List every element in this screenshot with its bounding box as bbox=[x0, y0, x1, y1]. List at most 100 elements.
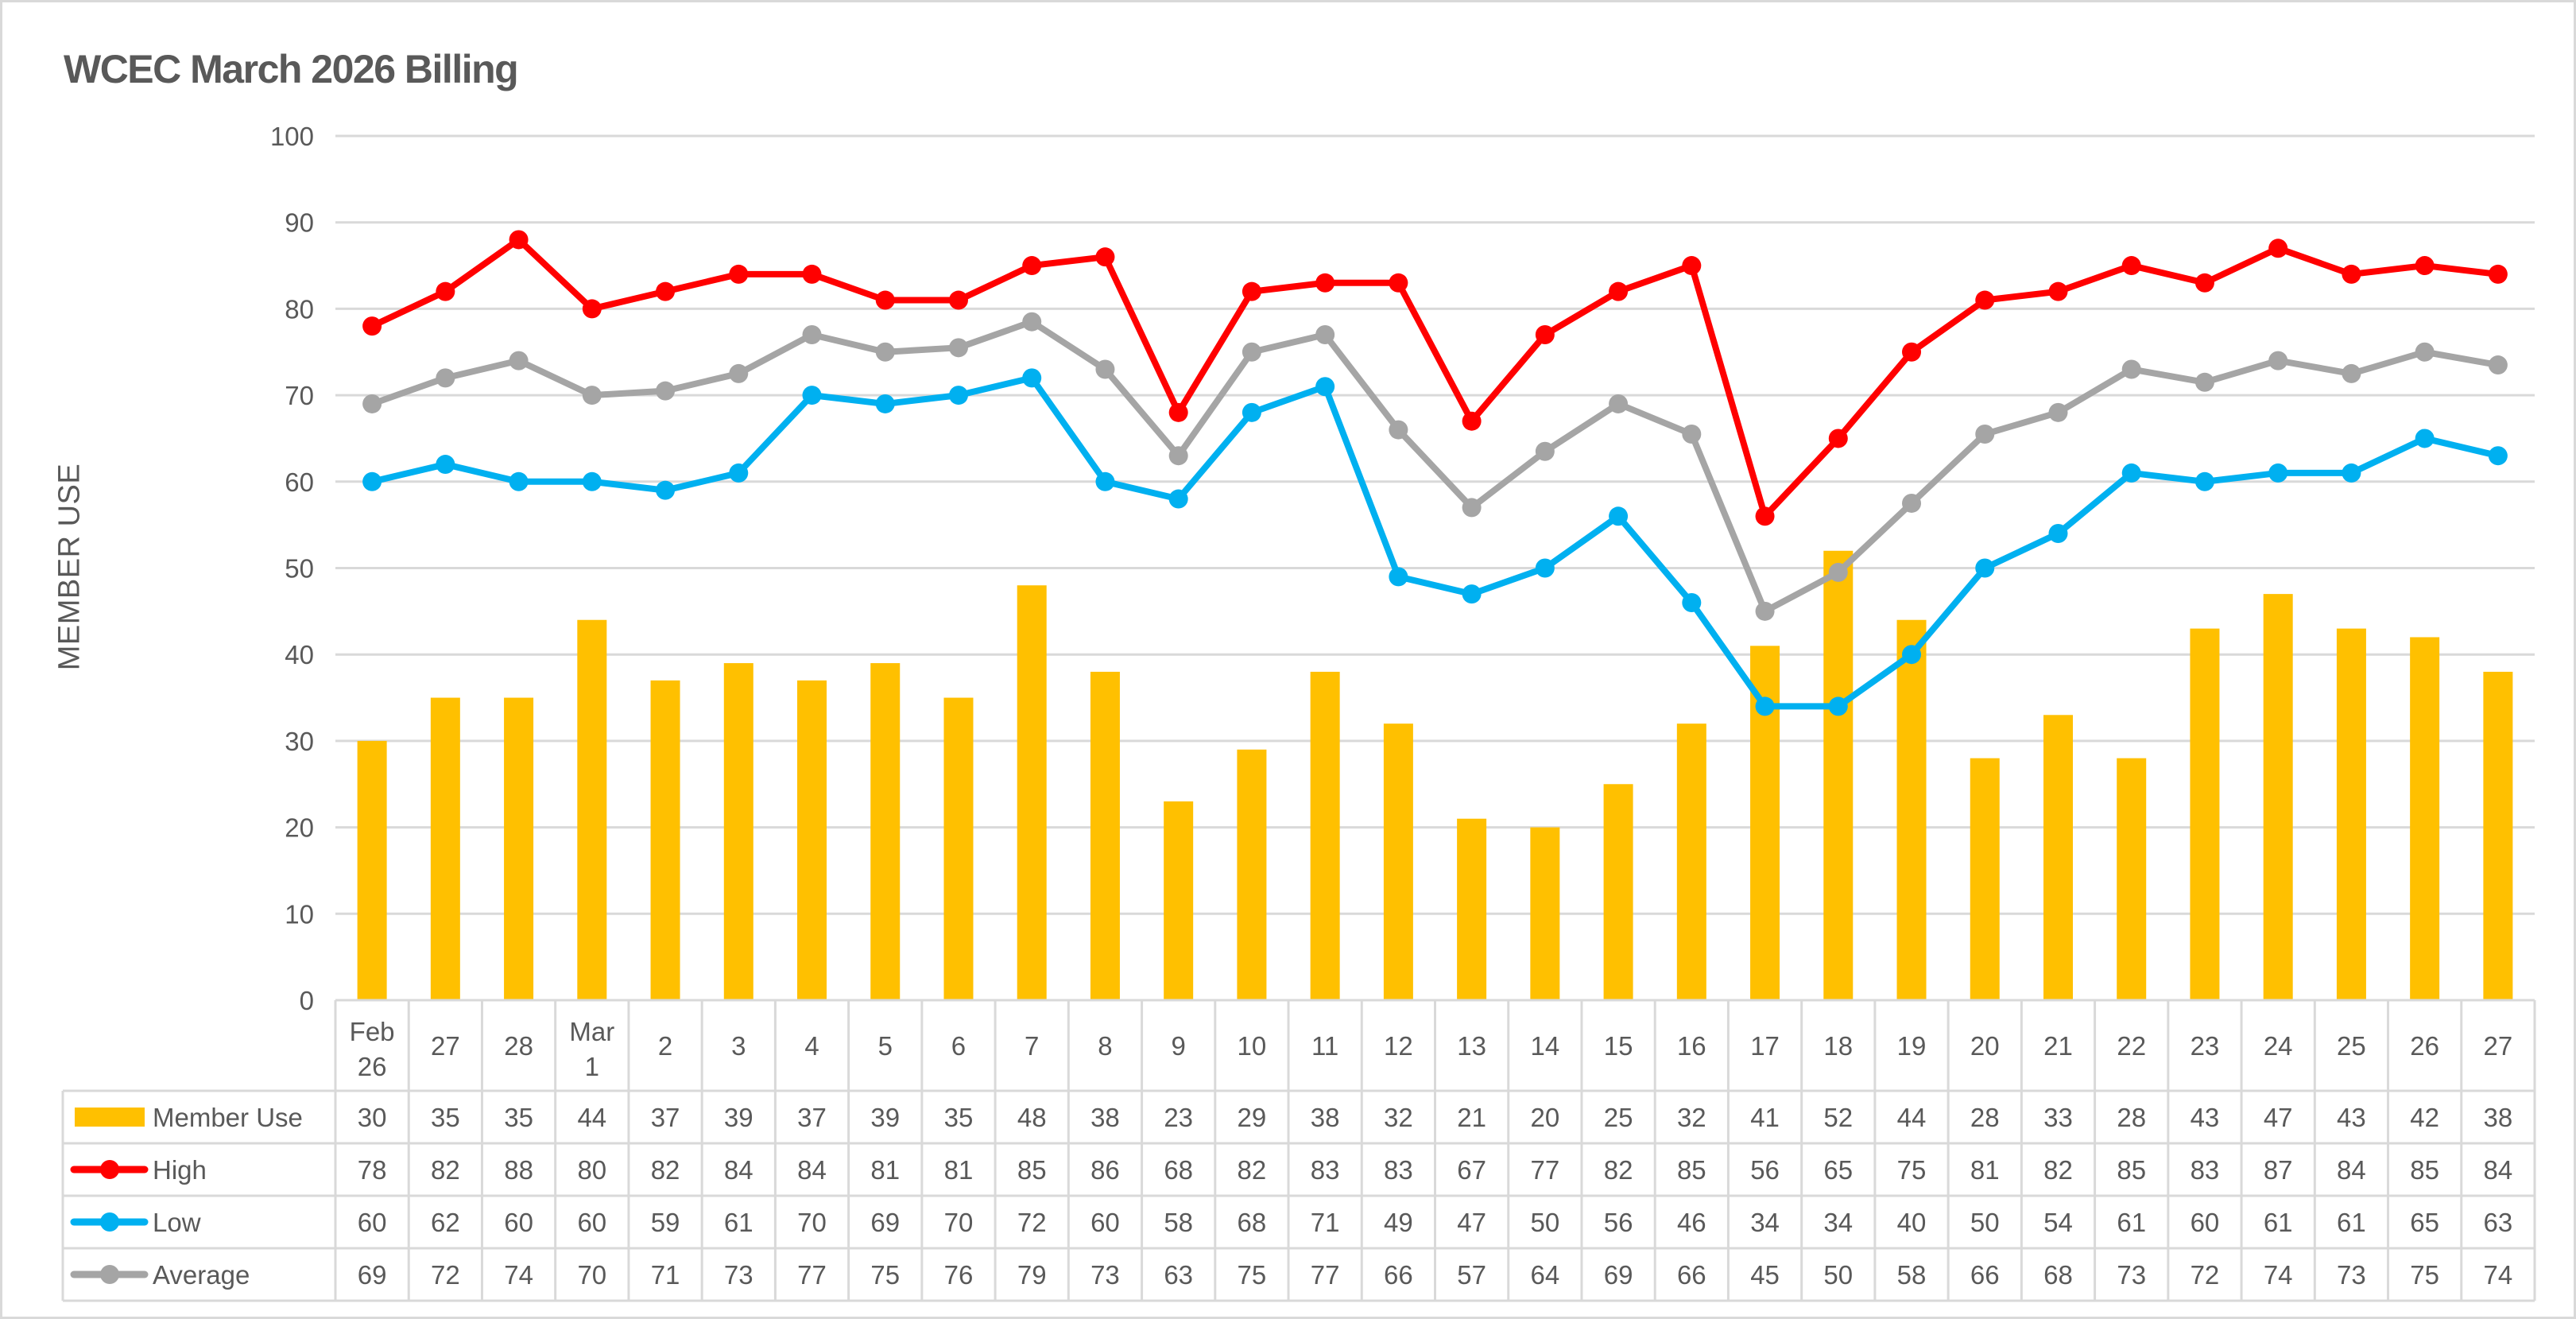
bar bbox=[357, 740, 387, 1000]
table-cell: 78 bbox=[358, 1155, 387, 1185]
x-category-label: 9 bbox=[1172, 1031, 1186, 1061]
table-cell: 63 bbox=[2484, 1208, 2513, 1237]
table-cell: 77 bbox=[1530, 1155, 1559, 1185]
x-category-label: 26 bbox=[358, 1052, 387, 1081]
table-cell: 66 bbox=[1384, 1260, 1413, 1290]
table-cell: 48 bbox=[1017, 1103, 1047, 1132]
bar bbox=[943, 697, 974, 1000]
table-cell: 58 bbox=[1897, 1260, 1927, 1290]
table-cell: 71 bbox=[1311, 1208, 1340, 1237]
table-cell: 49 bbox=[1384, 1208, 1413, 1237]
table-cell: 85 bbox=[1017, 1155, 1047, 1185]
data-point-marker bbox=[1095, 471, 1115, 491]
bar bbox=[1310, 671, 1340, 1000]
bar bbox=[577, 619, 607, 1000]
table-cell: 70 bbox=[797, 1208, 827, 1237]
table-cell: 83 bbox=[2191, 1155, 2220, 1185]
line-low bbox=[362, 368, 2508, 716]
table-cell: 37 bbox=[651, 1103, 680, 1132]
data-point-marker bbox=[1168, 446, 1188, 466]
table-cell: 43 bbox=[2191, 1103, 2220, 1132]
data-point-marker bbox=[1755, 506, 1775, 526]
data-point-marker bbox=[1755, 696, 1775, 716]
data-point-marker bbox=[2048, 524, 2068, 544]
data-point-marker bbox=[2342, 264, 2361, 284]
table-cell: 30 bbox=[358, 1103, 387, 1132]
table-cell: 61 bbox=[2117, 1208, 2146, 1237]
table-cell: 44 bbox=[1897, 1103, 1927, 1132]
table-cell: 70 bbox=[944, 1208, 974, 1237]
data-point-marker bbox=[2415, 342, 2435, 362]
table-cell: 69 bbox=[358, 1260, 387, 1290]
table-cell: 83 bbox=[1384, 1155, 1413, 1185]
x-category-label: 1 bbox=[585, 1052, 599, 1081]
data-point-marker bbox=[1168, 489, 1188, 509]
table-cell: 43 bbox=[2337, 1103, 2366, 1132]
data-point-marker bbox=[1902, 645, 1922, 665]
table-cell: 82 bbox=[431, 1155, 460, 1185]
x-category-label: Mar bbox=[569, 1017, 614, 1046]
data-point-marker bbox=[2121, 463, 2141, 483]
data-point-marker bbox=[1682, 592, 1702, 612]
data-point-marker bbox=[948, 338, 968, 358]
x-category-label: 23 bbox=[2191, 1031, 2220, 1061]
legend-label: High bbox=[153, 1155, 207, 1185]
table-cell: 73 bbox=[2117, 1260, 2146, 1290]
table-cell: 73 bbox=[724, 1260, 753, 1290]
data-point-marker bbox=[1462, 498, 1482, 518]
table-cell: 85 bbox=[1677, 1155, 1706, 1185]
table-cell: 61 bbox=[2337, 1208, 2366, 1237]
data-point-marker bbox=[656, 480, 676, 500]
table-cell: 65 bbox=[1823, 1155, 1853, 1185]
table-cell: 58 bbox=[1164, 1208, 1193, 1237]
x-category-label: 10 bbox=[1238, 1031, 1267, 1061]
data-point-marker bbox=[1022, 368, 1042, 388]
data-point-marker bbox=[362, 316, 382, 336]
table-cell: 21 bbox=[1457, 1103, 1486, 1132]
table-cell: 73 bbox=[1090, 1260, 1120, 1290]
table-cell: 87 bbox=[2264, 1155, 2293, 1185]
bar bbox=[2410, 637, 2440, 1000]
table-cell: 42 bbox=[2410, 1103, 2439, 1132]
data-point-marker bbox=[2048, 402, 2068, 422]
table-cell: 50 bbox=[1823, 1260, 1853, 1290]
table-cell: 34 bbox=[1823, 1208, 1853, 1237]
data-point-marker bbox=[656, 381, 676, 401]
y-tick-label: 70 bbox=[285, 381, 314, 410]
table-cell: 35 bbox=[431, 1103, 460, 1132]
table-cell: 47 bbox=[2264, 1103, 2293, 1132]
x-category-label: 24 bbox=[2264, 1031, 2293, 1061]
table-cell: 60 bbox=[504, 1208, 533, 1237]
table-cell: 25 bbox=[1604, 1103, 1633, 1132]
y-tick-label: 20 bbox=[285, 813, 314, 843]
data-point-marker bbox=[1755, 601, 1775, 621]
data-point-marker bbox=[1022, 256, 1042, 276]
table-cell: 56 bbox=[1750, 1155, 1780, 1185]
data-point-marker bbox=[2121, 359, 2141, 379]
table-cell: 85 bbox=[2117, 1155, 2146, 1185]
data-point-marker bbox=[1902, 493, 1922, 513]
table-cell: 60 bbox=[2191, 1208, 2220, 1237]
data-point-marker bbox=[436, 368, 455, 388]
x-category-label: 4 bbox=[804, 1031, 819, 1061]
bar bbox=[430, 697, 460, 1000]
data-point-marker bbox=[1902, 342, 1922, 362]
table-cell: 84 bbox=[2337, 1155, 2366, 1185]
table-cell: 28 bbox=[1970, 1103, 2000, 1132]
x-category-label: Feb bbox=[350, 1017, 395, 1046]
x-category-label: 28 bbox=[504, 1031, 533, 1061]
data-point-marker bbox=[362, 394, 382, 413]
table-cell: 28 bbox=[2117, 1103, 2146, 1132]
table-cell: 71 bbox=[651, 1260, 680, 1290]
table-cell: 59 bbox=[651, 1208, 680, 1237]
data-point-marker bbox=[1828, 696, 1848, 716]
line-series bbox=[362, 230, 2508, 716]
data-point-marker bbox=[1975, 290, 1995, 310]
bar bbox=[1530, 827, 1560, 1000]
table-cell: 69 bbox=[870, 1208, 900, 1237]
table-cell: 77 bbox=[797, 1260, 827, 1290]
x-category-label: 26 bbox=[2410, 1031, 2439, 1061]
table-cell: 88 bbox=[504, 1155, 533, 1185]
data-point-marker bbox=[2268, 351, 2288, 370]
table-cell: 68 bbox=[2043, 1260, 2073, 1290]
